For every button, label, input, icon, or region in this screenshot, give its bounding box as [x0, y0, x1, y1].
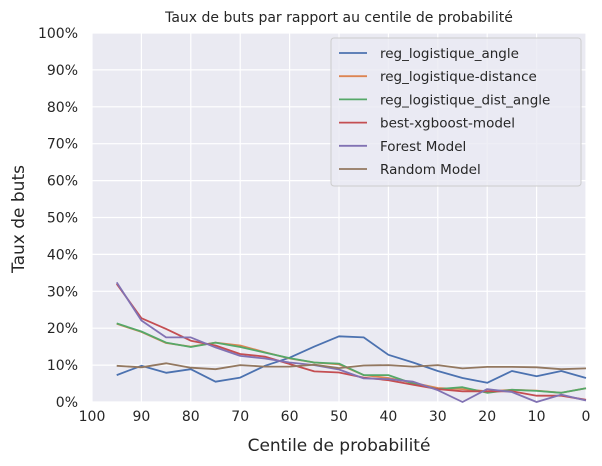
tick-labels: 100 90 80 70 60 50 40 30 20 10 00%10%20%30%40%50%6…: [38, 26, 590, 425]
y-tick-label: 40%: [47, 247, 78, 263]
x-tick-label: 30: [429, 409, 447, 425]
series-line-reg-logistique-dist-angle: [116, 322, 587, 394]
x-tick-label: 90: [132, 409, 150, 425]
y-tick-label: 60%: [47, 174, 78, 190]
x-tick-label: 60: [281, 409, 299, 425]
chart-title: Taux de buts par rapport au centile de p…: [164, 10, 513, 26]
y-tick-label: 10%: [47, 358, 78, 374]
legend: reg_logistique_angle reg_logistique-dista…: [330, 37, 582, 187]
series-line-random-model: [116, 362, 587, 371]
y-tick-label: 80%: [47, 100, 78, 116]
series-lines: [115, 281, 587, 403]
legend-label: best-xgboost-model: [380, 116, 515, 132]
legend-label: reg_logistique_angle: [380, 46, 519, 62]
y-tick-label: 70%: [47, 137, 78, 153]
series-line-reg-logistique-angle: [116, 335, 587, 384]
y-tick-label: 90%: [47, 63, 78, 79]
legend-label: reg_logistique-distance: [380, 69, 537, 85]
x-tick-label: 20: [478, 409, 496, 425]
x-tick-label: 100: [79, 409, 106, 425]
x-tick-label: 10: [528, 409, 546, 425]
y-axis-title: Taux de buts: [9, 165, 29, 274]
x-axis-title: Centile de probabilité: [248, 436, 431, 456]
legend-label: reg_logistique_dist_angle: [380, 92, 550, 108]
y-tick-label: 30%: [47, 284, 78, 300]
legend-label: Random Model: [380, 162, 481, 178]
legend-label: Forest Model: [380, 139, 466, 155]
x-tick-label: 0: [582, 409, 591, 425]
x-tick-label: 50: [330, 409, 348, 425]
y-tick-label: 0%: [56, 395, 78, 411]
series-line-forest-model: [115, 281, 587, 403]
legend-box: [330, 37, 582, 187]
x-tick-label: 40: [379, 409, 397, 425]
x-tick-label: 70: [231, 409, 249, 425]
x-tick-label: 80: [182, 409, 200, 425]
y-tick-label: 20%: [47, 321, 78, 337]
y-tick-label: 100%: [38, 26, 78, 42]
y-tick-label: 50%: [47, 211, 78, 227]
